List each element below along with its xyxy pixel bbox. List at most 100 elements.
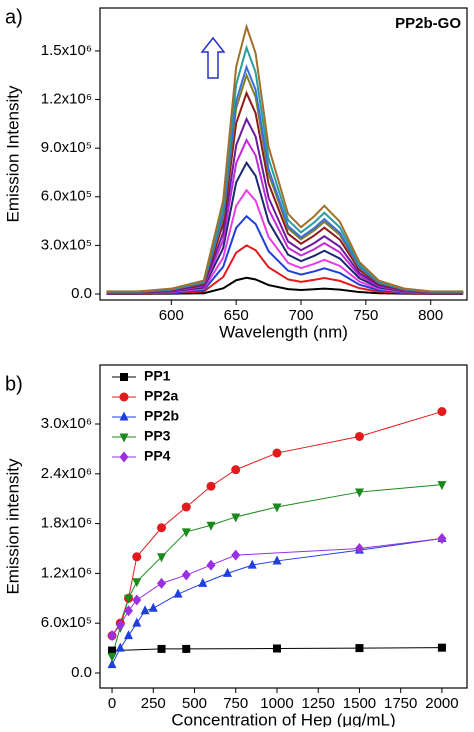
marker [181,569,191,581]
series-line [106,44,464,293]
y-tick-label: 0.0 [71,285,92,302]
panel-label: a) [5,6,23,28]
marker [231,465,241,475]
marker [437,533,447,545]
y-axis-label: Emission intensity [3,458,22,595]
x-tick-label: 750 [223,695,248,712]
marker [132,617,142,627]
marker [140,605,150,615]
marker [354,542,364,554]
x-tick-label: 800 [418,307,443,324]
marker [231,549,241,561]
legend-label: PP2b [144,408,179,424]
series-line [106,23,464,293]
marker [124,594,134,604]
marker [206,521,216,531]
marker [182,644,191,653]
x-tick-label: 0 [108,695,116,712]
x-tick-label: 2000 [425,695,458,712]
x-tick-label: 1000 [260,695,293,712]
legend-marker [119,392,129,402]
marker [272,555,282,565]
plot-frame [99,364,468,689]
legend-label: PP2a [144,388,178,404]
legend-label: PP1 [144,368,171,384]
marker [181,528,191,538]
plot-area [106,23,464,295]
series-line [106,214,464,295]
y-tick-label: 6.0x10⁵ [41,614,92,631]
marker [181,502,191,512]
y-tick-label: 6.0x10⁵ [41,188,92,205]
chart-title: PP2b-GO [395,15,461,32]
x-tick-label: 650 [224,307,249,324]
marker [206,559,216,571]
legend-marker [119,451,129,463]
marker [157,523,167,533]
marker [231,513,241,523]
series-line [106,188,464,294]
marker [437,481,447,491]
y-axis-label: Emission Intensity [3,85,22,222]
x-tick-label: 500 [182,695,207,712]
marker [437,407,447,417]
marker [354,488,364,498]
marker [107,630,117,642]
x-tick-label: 750 [353,307,378,324]
marker [206,481,216,491]
y-tick-label: 2.4x10⁶ [41,465,92,482]
series-line [111,538,442,636]
x-tick-label: 600 [159,307,184,324]
series-line [106,90,464,293]
panel-label: b) [5,373,23,395]
marker [272,644,281,653]
marker [115,619,125,631]
marker [132,552,142,562]
marker [124,605,134,617]
x-axis-label: Concentration of Hep (μg/mL) [171,710,395,727]
marker [157,577,167,589]
y-tick-label: 3.0x10⁶ [41,415,92,432]
marker [132,594,142,606]
y-tick-label: 1.2x10⁶ [41,564,92,581]
x-tick-label: 1750 [384,695,417,712]
x-tick-label: 1500 [343,695,376,712]
series-line [106,116,464,294]
marker [354,431,364,441]
legend-marker [119,411,129,421]
legend-label: PP4 [144,448,171,464]
marker [157,553,167,563]
marker [148,602,158,612]
marker [107,652,117,662]
y-tick-label: 1.8x10⁶ [41,515,92,532]
x-tick-label: 250 [141,695,166,712]
marker [272,503,282,513]
marker [355,644,364,653]
series-line [106,244,464,295]
x-tick-label: 1250 [302,695,335,712]
y-tick-label: 0.0 [71,664,92,681]
x-axis-label: Wavelength (nm) [219,322,348,341]
y-tick-label: 9.0x10⁵ [41,139,92,156]
marker [437,643,446,652]
series-line [106,160,464,294]
increase-arrow [200,36,226,79]
plot-frame [99,7,468,301]
marker [157,644,166,653]
x-tick-label: 700 [288,307,313,324]
marker [132,578,142,588]
marker [223,567,233,577]
marker [247,559,257,569]
marker [108,646,117,655]
series-line [112,647,442,652]
marker [124,630,134,640]
legend-marker [120,373,128,381]
series-line [106,276,464,295]
marker [173,588,183,598]
y-tick-label: 1.5x10⁶ [41,42,92,59]
legend-label: PP3 [144,428,171,444]
marker [198,577,208,587]
marker [115,642,125,652]
y-tick-label: 1.2x10⁶ [41,91,92,108]
